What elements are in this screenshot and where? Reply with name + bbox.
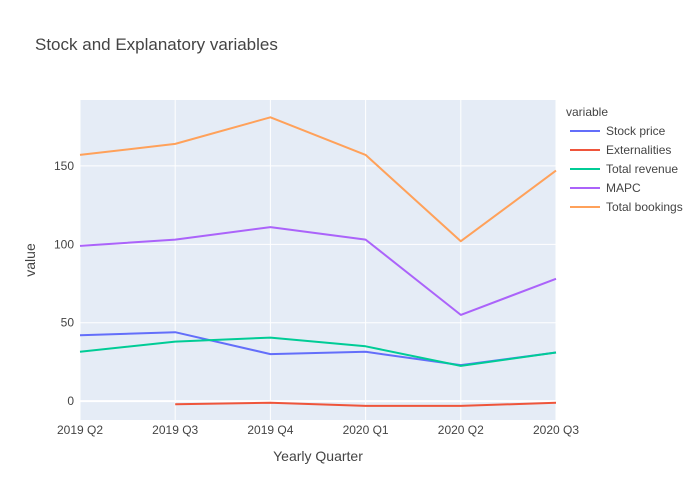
chart-title: Stock and Explanatory variables xyxy=(35,35,278,54)
series-line-total-bookings xyxy=(79,116,557,243)
y-axis-ticks: 0 50 100 150 xyxy=(54,159,74,408)
legend[interactable]: variable Stock price Externalities Total r… xyxy=(566,105,683,214)
x-tick-label: 2020 Q2 xyxy=(438,423,484,437)
y-axis-label: value xyxy=(22,243,38,277)
x-tick-label: 2019 Q4 xyxy=(247,423,293,437)
legend-label: Total bookings xyxy=(606,200,683,214)
y-tick-label: 100 xyxy=(54,237,74,251)
legend-item-total-revenue[interactable]: Total revenue xyxy=(570,162,678,176)
y-tick-label: 150 xyxy=(54,159,74,173)
series-line-externalities xyxy=(175,401,557,407)
legend-title: variable xyxy=(566,105,608,119)
series-lines xyxy=(79,116,557,407)
x-axis-label: Yearly Quarter xyxy=(273,448,363,464)
legend-label: Total revenue xyxy=(606,162,678,176)
x-tick-label: 2020 Q1 xyxy=(343,423,389,437)
legend-item-externalities[interactable]: Externalities xyxy=(570,143,671,157)
x-tick-label: 2019 Q2 xyxy=(57,423,103,437)
series-line-mapc xyxy=(79,226,557,316)
plot-area xyxy=(80,100,556,420)
legend-item-total-bookings[interactable]: Total bookings xyxy=(570,200,683,214)
x-axis-ticks: 2019 Q2 2019 Q3 2019 Q4 2020 Q1 2020 Q2 2020 … xyxy=(57,423,579,437)
legend-label: Stock price xyxy=(606,124,666,138)
legend-item-mapc[interactable]: MAPC xyxy=(570,181,641,195)
legend-label: Externalities xyxy=(606,143,671,157)
legend-item-stock-price[interactable]: Stock price xyxy=(570,124,666,138)
y-tick-label: 0 xyxy=(67,394,74,408)
x-tick-label: 2020 Q3 xyxy=(533,423,579,437)
gridlines xyxy=(79,100,557,420)
x-tick-label: 2019 Q3 xyxy=(152,423,198,437)
y-tick-label: 50 xyxy=(61,316,75,330)
legend-label: MAPC xyxy=(606,181,641,195)
series-line-total-revenue xyxy=(79,336,557,367)
